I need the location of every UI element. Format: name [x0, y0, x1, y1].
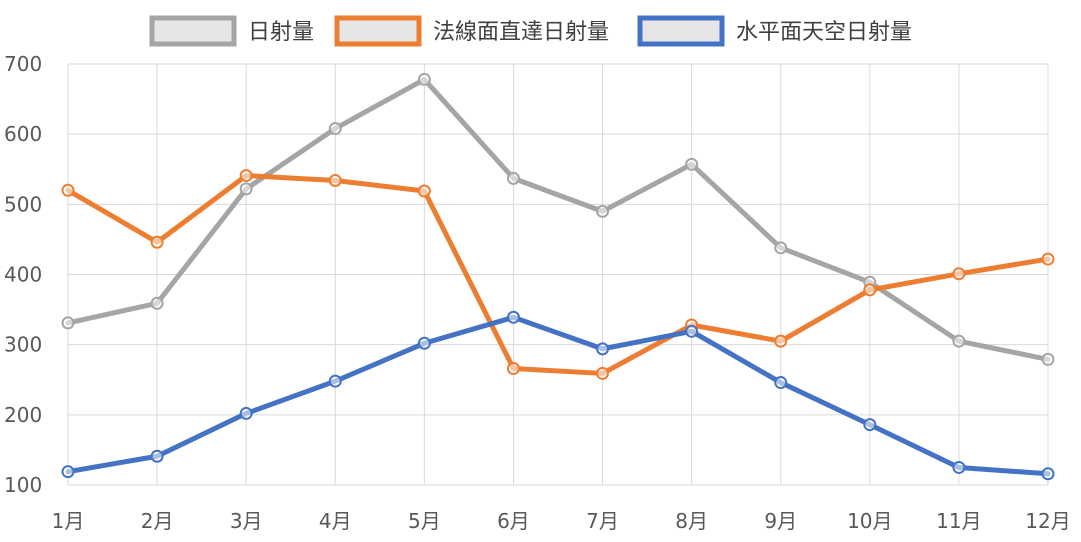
y-axis-ticks: 100 200 300 400 500 600 700	[4, 52, 42, 497]
x-tick-label: 8月	[675, 509, 708, 533]
data-point	[150, 235, 164, 249]
data-point	[61, 465, 75, 479]
data-point	[239, 169, 253, 183]
data-point	[1041, 467, 1055, 481]
data-point	[1041, 252, 1055, 266]
data-point	[506, 310, 520, 324]
y-tick-label: 400	[4, 263, 42, 287]
data-point	[685, 324, 699, 338]
x-tick-label: 4月	[319, 509, 352, 533]
data-point	[952, 267, 966, 281]
x-tick-label: 12月	[1025, 509, 1070, 533]
legend: 日射量 法線面直達日射量 水平面天空日射量	[149, 15, 912, 47]
data-point	[239, 406, 253, 420]
data-point	[61, 316, 75, 330]
data-point	[952, 334, 966, 348]
data-point	[863, 418, 877, 432]
x-tick-label: 11月	[936, 509, 981, 533]
data-point	[150, 296, 164, 310]
data-point	[596, 204, 610, 218]
series-line-2	[65, 314, 1051, 477]
legend-swatch	[334, 15, 422, 47]
x-tick-label: 1月	[52, 509, 85, 533]
data-point	[61, 183, 75, 197]
y-tick-label: 500	[4, 192, 42, 216]
series-lines	[61, 72, 1055, 481]
x-tick-label: 3月	[230, 509, 263, 533]
data-point	[774, 376, 788, 390]
x-tick-label: 7月	[586, 509, 619, 533]
x-axis-ticks: 1月 2月 3月 4月 5月 6月 7月 8月 9月 10月 11月 12月	[52, 509, 1071, 533]
x-tick-label: 9月	[764, 509, 797, 533]
data-point	[774, 334, 788, 348]
x-tick-label: 2月	[141, 509, 174, 533]
data-point	[328, 122, 342, 136]
data-point	[506, 171, 520, 185]
gridlines	[67, 63, 1049, 486]
y-tick-label: 300	[4, 333, 42, 357]
x-tick-label: 10月	[847, 509, 892, 533]
y-tick-label: 600	[4, 122, 42, 146]
data-point	[417, 72, 431, 86]
data-point	[774, 241, 788, 255]
y-tick-label: 700	[4, 52, 42, 76]
y-tick-label: 200	[4, 403, 42, 427]
data-point	[417, 184, 431, 198]
series-line-0	[65, 76, 1051, 362]
legend-swatch	[149, 15, 237, 47]
legend-label: 日射量	[248, 20, 314, 45]
data-point	[596, 366, 610, 380]
data-point	[328, 173, 342, 187]
data-point	[417, 336, 431, 350]
legend-label: 水平面天空日射量	[736, 20, 912, 45]
y-tick-label: 100	[4, 473, 42, 497]
legend-label: 法線面直達日射量	[433, 20, 609, 45]
legend-swatch	[637, 15, 725, 47]
data-point	[685, 157, 699, 171]
data-point	[506, 362, 520, 376]
x-tick-label: 5月	[408, 509, 441, 533]
data-point	[596, 342, 610, 356]
x-tick-label: 6月	[497, 509, 530, 533]
series-line-1	[65, 173, 1051, 376]
data-point	[150, 449, 164, 463]
data-point	[328, 374, 342, 388]
data-point	[239, 182, 253, 196]
data-point	[863, 283, 877, 297]
data-point	[952, 460, 966, 474]
data-point	[1041, 352, 1055, 366]
